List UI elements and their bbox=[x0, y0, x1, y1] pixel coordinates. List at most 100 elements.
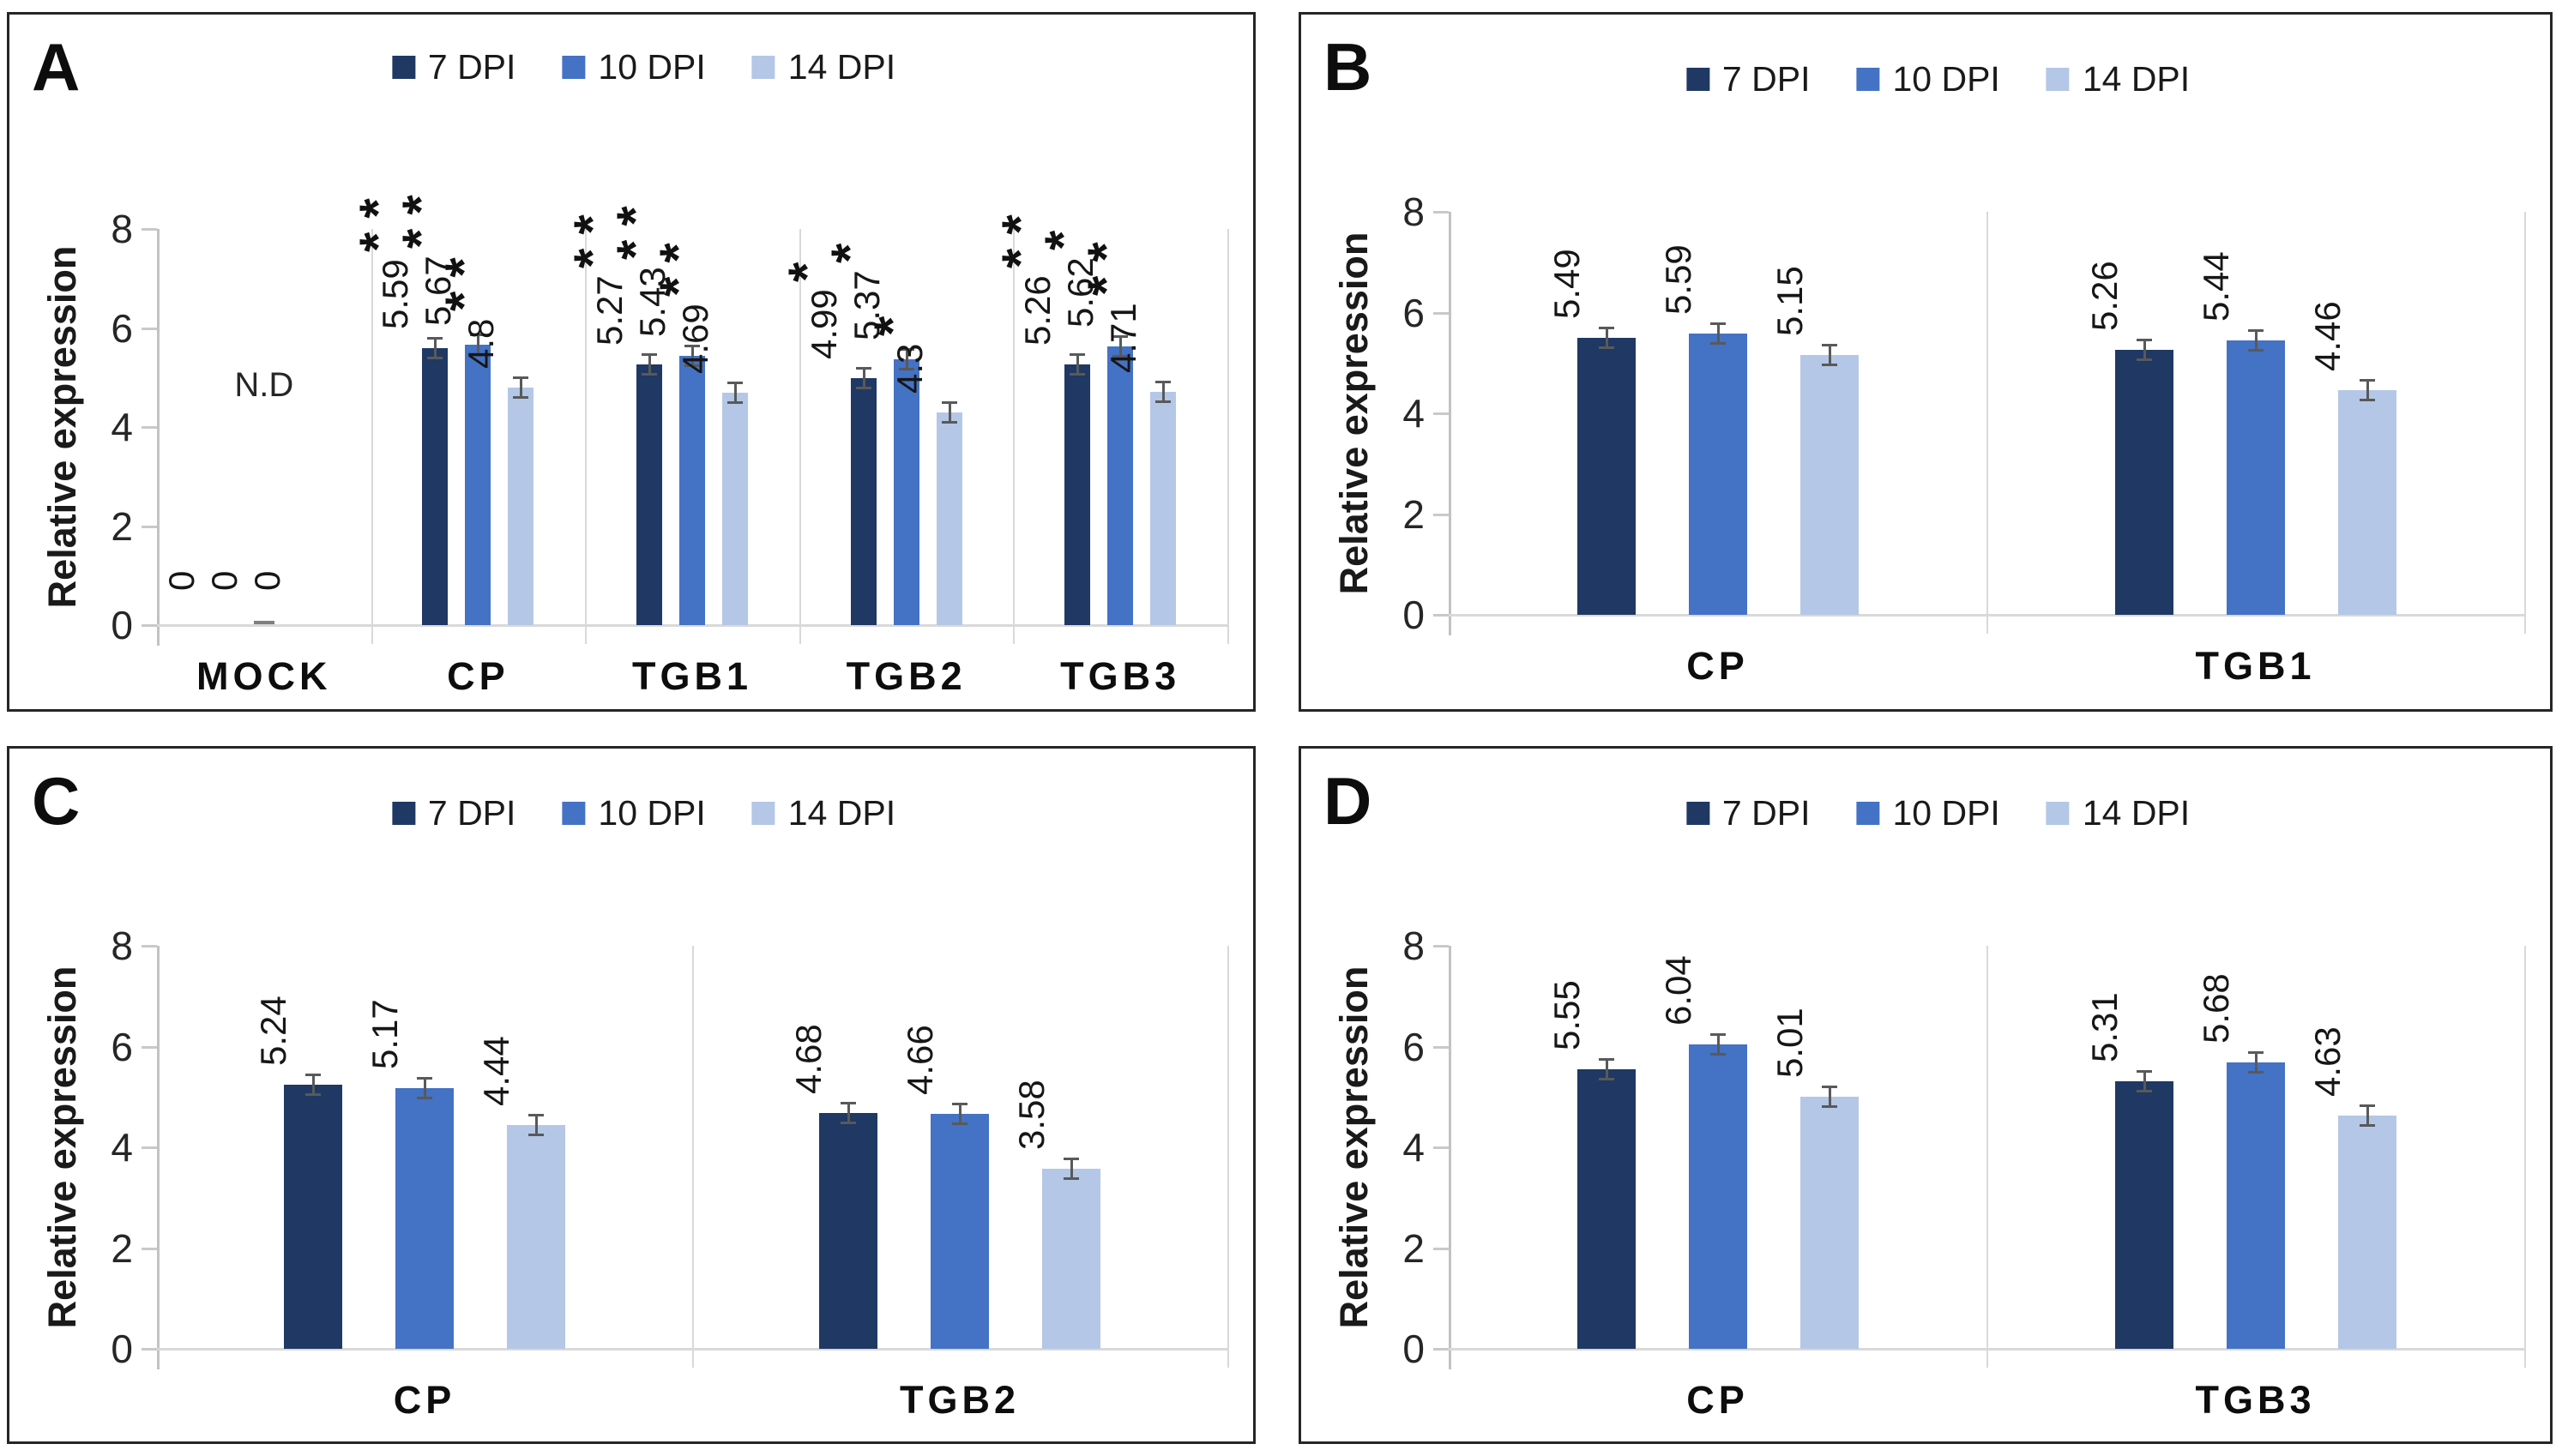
legend-swatch-icon bbox=[1856, 68, 1880, 91]
category-separator-line bbox=[585, 229, 588, 644]
y-tick-mark bbox=[1433, 1045, 1449, 1049]
bar-10-dpi-tgb3 bbox=[2226, 1062, 2285, 1349]
x-category-label: TGB3 bbox=[1060, 654, 1181, 698]
bar-7-dpi-cp bbox=[1576, 338, 1636, 615]
legend-item-10-dpi: 10 DPI bbox=[562, 793, 706, 833]
error-bar-bottom-cap bbox=[941, 420, 957, 424]
panel-d: D 7 DPI 10 DPI 14 DPI Relative expression 0 2 4… bbox=[1299, 746, 2553, 1444]
y-tick-label: 4 bbox=[111, 405, 133, 449]
legend-label: 14 DPI bbox=[2082, 59, 2191, 99]
significance-stars: * bbox=[863, 302, 921, 336]
y-tick-mark bbox=[142, 228, 157, 231]
bar-value-label-zero: 0 bbox=[203, 570, 244, 591]
bar-value-label: 5.68 bbox=[2195, 973, 2236, 1044]
x-category-label: TGB1 bbox=[631, 654, 753, 698]
bar-value-label: 4.66 bbox=[900, 1025, 940, 1096]
error-bar-top-cap bbox=[1598, 1057, 1614, 1061]
y-tick-label: 2 bbox=[1402, 1225, 1425, 1271]
error-bar-bottom-cap bbox=[684, 364, 700, 368]
error-bar-bottom-cap bbox=[2359, 1123, 2375, 1127]
error-bar-line bbox=[520, 376, 523, 398]
bar-value-label: 5.44 bbox=[2195, 251, 2236, 322]
legend-item-10-dpi: 10 DPI bbox=[1856, 59, 2000, 99]
y-tick-mark bbox=[142, 1348, 157, 1351]
y-tick-label: 8 bbox=[111, 207, 133, 251]
bar-7-dpi-tgb3 bbox=[1064, 364, 1091, 625]
y-axis-title: Relative expression bbox=[40, 966, 84, 1329]
legend-item-14-dpi: 14 DPI bbox=[2046, 793, 2190, 833]
error-bar-line bbox=[648, 353, 651, 375]
bar-10-dpi-tgb2 bbox=[893, 358, 919, 625]
y-axis-title: Relative expression bbox=[40, 245, 84, 609]
legend: 7 DPI 10 DPI 14 DPI bbox=[1685, 793, 2190, 833]
legend-item-7-dpi: 7 DPI bbox=[1685, 793, 1810, 833]
y-tick-label: 0 bbox=[1402, 593, 1425, 637]
y-tick-mark bbox=[142, 1247, 157, 1250]
legend-swatch-icon bbox=[391, 56, 415, 79]
legend-label: 7 DPI bbox=[427, 793, 516, 833]
error-bar-top-cap bbox=[1821, 344, 1837, 347]
legend-swatch-icon bbox=[562, 56, 586, 79]
y-tick-label: 6 bbox=[1402, 290, 1425, 335]
x-category-label: CP bbox=[1686, 644, 1749, 688]
y-tick-label: 8 bbox=[1402, 190, 1425, 234]
error-bar-line bbox=[1605, 1058, 1608, 1080]
error-bar-bottom-cap bbox=[2247, 349, 2264, 352]
y-tick-label: 2 bbox=[111, 1225, 133, 1271]
error-bar-top-cap bbox=[427, 337, 443, 340]
error-bar-top-cap bbox=[2247, 329, 2264, 333]
legend-label: 7 DPI bbox=[427, 47, 516, 87]
error-bar-line bbox=[1119, 336, 1123, 358]
error-bar-line bbox=[434, 338, 437, 359]
y-tick-mark bbox=[142, 624, 157, 627]
error-bar-line bbox=[847, 1103, 850, 1124]
bar-7-dpi-tgb2 bbox=[850, 377, 877, 625]
legend-swatch-icon bbox=[2046, 68, 2070, 91]
error-bar-top-cap bbox=[1598, 327, 1614, 330]
bar-14-dpi-tgb1 bbox=[722, 393, 748, 625]
significance-stars: ** bbox=[1077, 228, 1136, 296]
bar-7-dpi-tgb2 bbox=[819, 1113, 877, 1349]
error-bar-bottom-cap bbox=[1598, 346, 1614, 350]
y-tick-mark bbox=[142, 426, 157, 429]
bar-value-label: 5.55 bbox=[1546, 980, 1587, 1050]
y-tick-mark bbox=[142, 327, 157, 330]
y-tick-mark bbox=[142, 1045, 157, 1049]
y-tick-mark bbox=[1433, 1247, 1449, 1250]
legend: 7 DPI 10 DPI 14 DPI bbox=[391, 47, 895, 87]
y-tick-label: 4 bbox=[1402, 391, 1425, 436]
x-category-label: TGB2 bbox=[846, 654, 967, 698]
error-bar-top-cap bbox=[1709, 1033, 1726, 1037]
error-bar-top-cap bbox=[684, 345, 700, 348]
error-bar-line bbox=[424, 1078, 426, 1099]
y-tick-mark bbox=[1433, 945, 1449, 948]
bar-value-label: 4.8 bbox=[461, 318, 502, 369]
error-bar-bottom-cap bbox=[1709, 341, 1726, 345]
bar-value-label: 5.24 bbox=[253, 996, 293, 1067]
bar-7-dpi-cp bbox=[1576, 1068, 1636, 1349]
legend-swatch-icon bbox=[2046, 802, 2070, 825]
error-bar-bottom-cap bbox=[841, 1122, 856, 1125]
y-tick-label: 2 bbox=[1402, 491, 1425, 537]
error-bar-top-cap bbox=[1064, 1157, 1079, 1160]
error-bar-bottom-cap bbox=[2136, 358, 2152, 361]
y-tick-mark bbox=[1433, 513, 1449, 516]
error-bar-top-cap bbox=[898, 347, 914, 351]
category-separator-line bbox=[371, 229, 373, 644]
bar-14-dpi-tgb2 bbox=[936, 412, 962, 625]
error-bar-top-cap bbox=[2136, 338, 2152, 341]
panel-letter: C bbox=[32, 763, 81, 839]
plot-right-border-line bbox=[1227, 946, 1229, 1368]
error-bar-bottom-cap bbox=[305, 1093, 321, 1097]
category-separator-line bbox=[1013, 229, 1016, 644]
bar-10-dpi-cp bbox=[465, 344, 491, 625]
error-bar-top-cap bbox=[2136, 1070, 2152, 1074]
y-tick-label: 4 bbox=[111, 1125, 133, 1170]
error-bar-top-cap bbox=[1070, 353, 1086, 357]
x-category-label: TGB2 bbox=[899, 1378, 1021, 1422]
error-bar-bottom-cap bbox=[898, 367, 914, 370]
bar-7-dpi-tgb1 bbox=[636, 364, 662, 625]
x-category-label: CP bbox=[393, 1378, 456, 1422]
bar-10-dpi-tgb3 bbox=[1107, 346, 1134, 625]
